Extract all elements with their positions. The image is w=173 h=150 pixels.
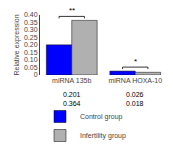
svg-text:0.25: 0.25 (24, 34, 38, 41)
svg-text:miRNA HOXA-10: miRNA HOXA-10 (108, 77, 162, 84)
svg-text:0.10: 0.10 (24, 56, 38, 63)
svg-text:0.026: 0.026 (126, 91, 144, 98)
svg-text:0.018: 0.018 (126, 100, 144, 107)
svg-text:0.35: 0.35 (24, 19, 38, 26)
svg-text:0.20: 0.20 (24, 41, 38, 48)
svg-text:Control group: Control group (80, 113, 123, 121)
svg-text:0.40: 0.40 (24, 11, 38, 18)
svg-text:miRNA 135b: miRNA 135b (52, 77, 91, 84)
svg-text:0.30: 0.30 (24, 26, 38, 33)
svg-text:**: ** (69, 6, 75, 15)
svg-text:0.15: 0.15 (24, 49, 38, 56)
svg-text:Infertility group: Infertility group (80, 132, 126, 140)
svg-text:Relative expression: Relative expression (13, 14, 21, 75)
svg-text:*: * (134, 57, 137, 66)
svg-text:0.05: 0.05 (24, 64, 38, 71)
svg-text:0.364: 0.364 (63, 100, 81, 107)
svg-text:0.201: 0.201 (63, 91, 81, 98)
svg-text:0: 0 (34, 71, 38, 78)
